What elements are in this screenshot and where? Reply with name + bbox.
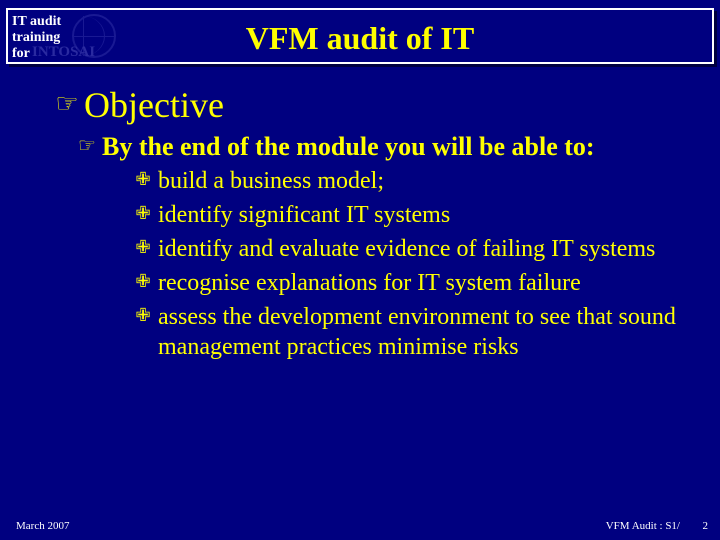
hand-point-icon: ☞ — [72, 131, 102, 157]
cross-icon: ✙ — [128, 302, 158, 326]
header-box: IT audit training for INTOSAI VFM audit … — [6, 8, 714, 64]
objective-row: ☞ Objective — [50, 84, 690, 127]
cross-icon: ✙ — [128, 234, 158, 258]
header-line2: training — [12, 30, 60, 45]
item-text: identify and evaluate evidence of failin… — [158, 234, 690, 264]
cross-icon: ✙ — [128, 166, 158, 190]
intro-text: By the end of the module you will be abl… — [102, 131, 690, 162]
item-text: build a business model; — [158, 166, 690, 196]
list-item: ✙ assess the development environment to … — [128, 302, 690, 362]
footer-ref: VFM Audit : S1/ — [606, 520, 680, 532]
list-item: ✙ identify significant IT systems — [128, 200, 690, 230]
objective-text: Objective — [84, 84, 690, 127]
header-line3: for — [12, 46, 30, 61]
item-text: identify significant IT systems — [158, 200, 690, 230]
header-line1: IT audit — [12, 14, 61, 29]
item-text: assess the development environment to se… — [158, 302, 690, 362]
footer-date: March 2007 — [16, 520, 69, 532]
intro-row: ☞ By the end of the module you will be a… — [72, 131, 690, 162]
content-area: ☞ Objective ☞ By the end of the module y… — [50, 84, 690, 366]
list-item: ✙ recognise explanations for IT system f… — [128, 268, 690, 298]
list-item: ✙ build a business model; — [128, 166, 690, 196]
hand-point-icon: ☞ — [50, 84, 84, 119]
slide: IT audit training for INTOSAI VFM audit … — [0, 0, 720, 540]
header-label: IT audit training for — [12, 14, 61, 62]
cross-icon: ✙ — [128, 268, 158, 292]
footer-pagenum: 2 — [703, 520, 709, 532]
cross-icon: ✙ — [128, 200, 158, 224]
list-item: ✙ identify and evaluate evidence of fail… — [128, 234, 690, 264]
item-text: recognise explanations for IT system fai… — [158, 268, 690, 298]
